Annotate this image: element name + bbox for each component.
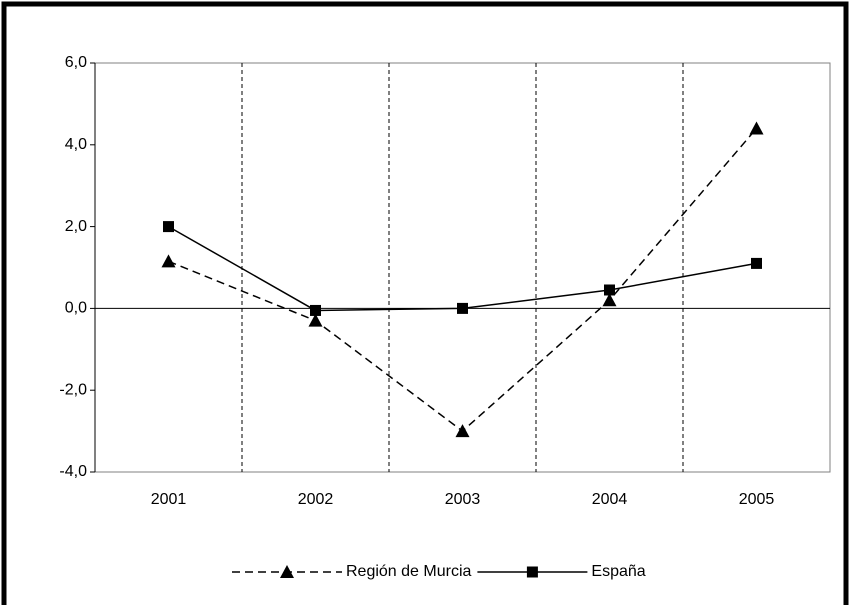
x-tick-label: 2003	[445, 491, 481, 508]
legend-label: España	[591, 563, 645, 580]
y-tick-label: 6,0	[65, 54, 87, 71]
legend-marker	[280, 565, 294, 578]
point-marker	[455, 424, 470, 438]
point-marker	[751, 257, 762, 269]
point-marker	[308, 313, 323, 327]
x-tick-label: 2001	[151, 491, 187, 508]
point-marker	[604, 284, 615, 296]
legend-marker	[526, 566, 538, 578]
point-marker	[457, 302, 468, 314]
point-marker	[163, 221, 174, 233]
point-marker	[749, 121, 764, 135]
point-marker	[310, 304, 321, 316]
y-tick-label: -2,0	[59, 381, 87, 398]
y-tick-label: 4,0	[65, 136, 87, 153]
legend-label: Región de Murcia	[346, 563, 472, 580]
point-marker	[161, 254, 176, 268]
x-tick-label: 2005	[739, 491, 775, 508]
y-tick-label: 0,0	[65, 300, 87, 317]
y-tick-label: -4,0	[59, 463, 87, 480]
x-tick-label: 2002	[298, 491, 334, 508]
y-tick-label: 2,0	[65, 218, 87, 235]
x-tick-label: 2004	[592, 491, 628, 508]
point-marker	[602, 293, 617, 307]
